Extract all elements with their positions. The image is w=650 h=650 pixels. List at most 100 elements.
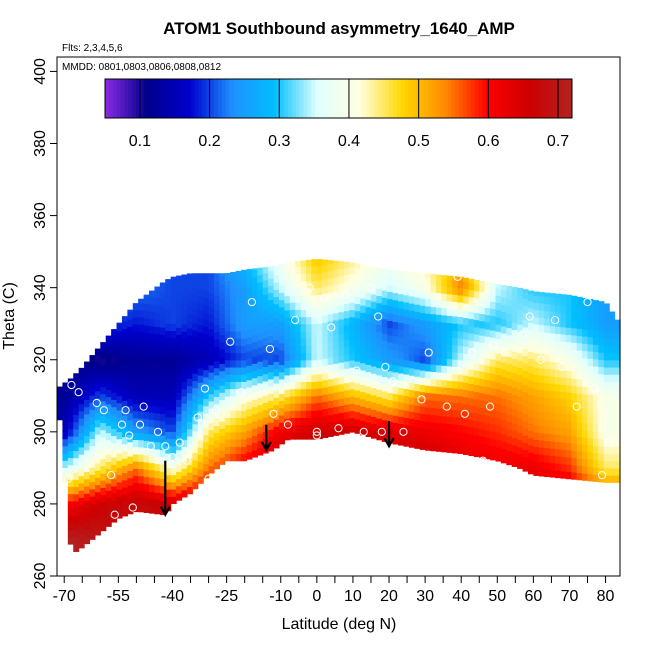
heatmap-cell [392, 292, 399, 301]
heatmap-cell [522, 377, 529, 386]
heatmap-cell [268, 342, 275, 351]
heatmap-cell [165, 402, 172, 411]
heatmap-cell [468, 448, 475, 457]
heatmap-cell [365, 357, 372, 365]
heatmap-cell [435, 314, 442, 323]
heatmap-cell [587, 466, 594, 475]
heatmap-cell [246, 394, 253, 402]
heatmap-cell [587, 307, 594, 316]
heatmap-cell [165, 445, 172, 454]
heatmap-cell [241, 302, 248, 310]
heatmap-cell [241, 359, 248, 368]
heatmap-cell [419, 297, 426, 306]
heatmap-cell [213, 317, 220, 326]
heatmap-cell [143, 476, 150, 485]
heatmap-cell [89, 517, 96, 526]
heatmap-cell [592, 416, 599, 425]
heatmap-cell [203, 376, 210, 385]
heatmap-cell [235, 273, 242, 282]
heatmap-cell [154, 470, 161, 479]
colorbar-swatch [225, 79, 231, 118]
flights-note: Flts: 2,3,4,5,6 [62, 43, 123, 54]
heatmap-cell [419, 434, 426, 443]
heatmap-cell [192, 459, 199, 468]
heatmap-cell [403, 438, 410, 447]
heatmap-cell [435, 429, 442, 438]
heatmap-cell [73, 515, 80, 524]
heatmap-cell [533, 323, 540, 332]
heatmap-cell [203, 297, 210, 306]
heatmap-cell [100, 458, 107, 467]
colorbar-swatch [494, 79, 499, 118]
heatmap-cell [241, 338, 248, 346]
heatmap-cell [527, 387, 534, 396]
heatmap-cell [576, 443, 583, 452]
heatmap-cell [57, 390, 64, 399]
heatmap-cell [235, 302, 242, 310]
heatmap-cell [538, 468, 545, 477]
heatmap-cell [100, 415, 107, 424]
heatmap-cell [67, 515, 74, 523]
heatmap-cell [241, 269, 248, 274]
heatmap-cell [473, 290, 480, 299]
heatmap-cell [78, 425, 85, 434]
heatmap-cell [121, 316, 128, 322]
heatmap-cell [598, 388, 605, 396]
heatmap-cell [143, 418, 150, 427]
heatmap-cell [544, 303, 551, 312]
x-tick-label: 80 [597, 588, 615, 605]
heatmap-cell [500, 304, 507, 312]
heatmap-cell [322, 358, 329, 366]
heatmap-cell [165, 301, 172, 310]
heatmap-cell [154, 362, 161, 371]
heatmap-cell [251, 356, 258, 364]
heatmap-cell [67, 443, 74, 451]
colorbar-swatch [315, 79, 320, 118]
observation-point [135, 420, 145, 429]
colorbar-swatch [505, 79, 511, 118]
heatmap-cell [360, 312, 367, 321]
heatmap-cell [463, 382, 470, 391]
heatmap-cell [446, 300, 453, 309]
heatmap-cell [614, 366, 621, 375]
heatmap-cell [197, 288, 204, 297]
heatmap-cell [176, 399, 183, 408]
heatmap-cell [132, 504, 139, 513]
heatmap-cell [598, 344, 605, 353]
heatmap-cell [419, 326, 426, 335]
heatmap-cell [587, 394, 594, 403]
heatmap-cell [241, 417, 248, 426]
heatmap-cell [533, 316, 540, 325]
heatmap-cell [555, 455, 562, 464]
heatmap-cell [333, 327, 340, 335]
heatmap-cell [192, 394, 199, 403]
heatmap-cell [473, 442, 480, 450]
heatmap-cell [300, 266, 307, 274]
heatmap-cell [322, 329, 329, 338]
colorbar-swatch [202, 79, 207, 118]
heatmap-cell [311, 259, 318, 267]
heatmap-cell [484, 307, 491, 316]
observation-point [500, 348, 509, 357]
heatmap-cell [306, 359, 313, 368]
heatmap-cell [176, 428, 183, 436]
heatmap-cell [94, 491, 101, 500]
heatmap-cell [111, 449, 118, 458]
heatmap-cell [484, 415, 491, 424]
heatmap-cell [457, 301, 464, 310]
heatmap-cell [592, 380, 599, 389]
heatmap-cell [490, 330, 497, 338]
heatmap-cell [495, 302, 502, 311]
heatmap-cell [116, 431, 123, 440]
heatmap-cell [154, 434, 161, 443]
heatmap-cell [452, 445, 459, 454]
heatmap-cell [251, 341, 258, 350]
colorbar-swatch [560, 79, 565, 118]
heatmap-cell [94, 361, 101, 370]
heatmap-cell [224, 403, 231, 411]
heatmap-cell [446, 293, 453, 302]
heatmap-cell [592, 315, 599, 324]
heatmap-cell [582, 357, 589, 366]
heatmap-cell [224, 359, 231, 368]
heatmap-cell [289, 345, 296, 354]
